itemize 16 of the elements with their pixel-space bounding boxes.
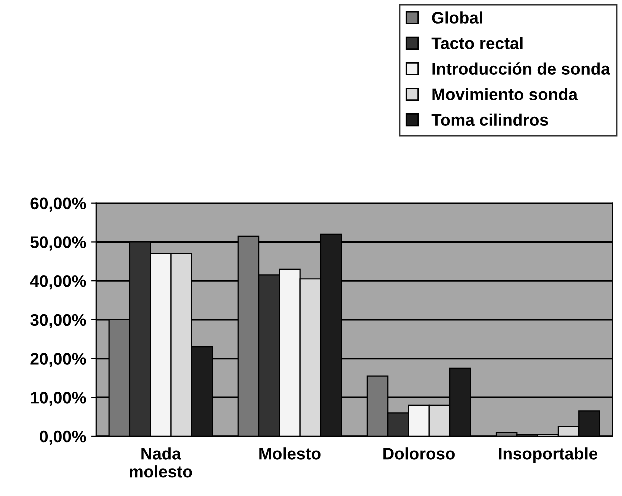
- x-tick-label: Insoportable: [499, 448, 598, 464]
- x-tick-label: Doloroso: [384, 448, 455, 460]
- y-tick-label: 30,00%: [30, 314, 86, 329]
- legend-label: Tacto rectal: [432, 37, 523, 50]
- legend-label: Movimiento sonda: [432, 88, 578, 101]
- y-tick-label: 10,00%: [31, 392, 86, 406]
- legend-label: Global: [432, 12, 482, 24]
- y-tick-label: 60,00%: [30, 198, 86, 212]
- y-tick-label: 20,00%: [30, 353, 86, 368]
- y-tick-label: 40,00%: [30, 275, 86, 290]
- x-tick-label: Nada molesto: [130, 448, 192, 478]
- x-tick-label: Molesto: [260, 448, 321, 460]
- legend-label: Introducción de sonda: [432, 62, 610, 75]
- y-tick-label: 50,00%: [30, 236, 86, 251]
- legend-label: Toma cilindros: [432, 114, 548, 126]
- y-tick-label: 0,00%: [40, 430, 86, 446]
